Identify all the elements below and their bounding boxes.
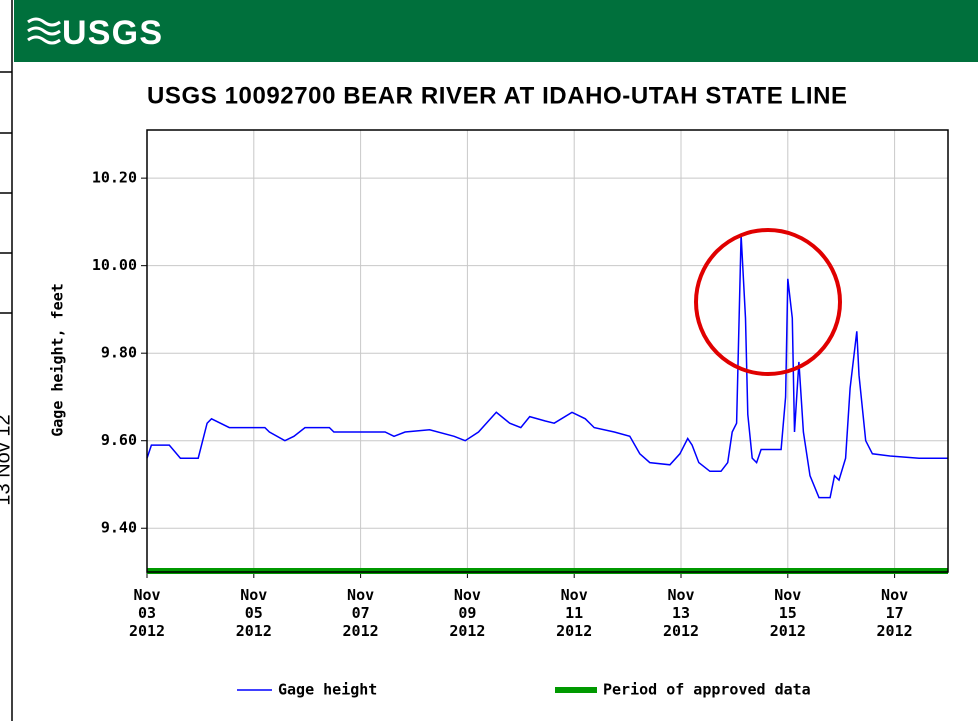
- x-tick-label: Nov 13 2012: [663, 586, 699, 640]
- x-tick-label: Nov 15 2012: [770, 586, 806, 640]
- x-tick-label-line: 09: [458, 604, 476, 622]
- x-tick-label: Nov 05 2012: [236, 586, 272, 640]
- data-line: [146, 234, 948, 499]
- y-tick-label: 9.80: [101, 344, 137, 362]
- x-tick-label-line: 2012: [343, 622, 379, 640]
- x-tick-label-line: Nov: [774, 586, 801, 604]
- highlight-circle: [694, 228, 842, 376]
- logo: USGS: [62, 14, 162, 52]
- x-tick-label: Nov 03 2012: [129, 586, 165, 640]
- legend-label: Period of approved data: [603, 681, 811, 699]
- x-tick-label-line: 07: [352, 604, 370, 622]
- x-tick-label-line: 2012: [877, 622, 913, 640]
- side-strip: [0, 0, 13, 721]
- x-tick-label-line: 2012: [556, 622, 592, 640]
- side-text: 13 Nov 12: [0, 414, 14, 505]
- x-tick-label-line: Nov: [667, 586, 694, 604]
- x-tick-label-line: Nov: [133, 586, 160, 604]
- y-axis-label: Gage height, feet: [49, 283, 67, 437]
- plot-area: [147, 130, 948, 572]
- x-tick-label-line: Nov: [561, 586, 588, 604]
- x-tick-label-line: Nov: [454, 586, 481, 604]
- x-tick-label-line: 03: [138, 604, 156, 622]
- x-tick-label-line: Nov: [240, 586, 267, 604]
- x-tick-label-line: 13: [672, 604, 690, 622]
- logo-waves: [27, 17, 61, 45]
- x-tick-label-line: 2012: [449, 622, 485, 640]
- y-tick-label: 10.00: [92, 256, 137, 274]
- x-tick-label-line: 05: [245, 604, 263, 622]
- approved-period: [147, 568, 948, 574]
- x-tick-label: Nov 07 2012: [343, 586, 379, 640]
- y-tick-label: 9.60: [101, 431, 137, 449]
- x-tick-label-line: 2012: [663, 622, 699, 640]
- banner: [14, 0, 978, 62]
- plot-border: [146, 129, 949, 573]
- x-tick-label-line: 2012: [129, 622, 165, 640]
- x-tick-label-line: Nov: [881, 586, 908, 604]
- legend-label: Gage height: [278, 681, 377, 699]
- y-tick-label: 10.20: [92, 169, 137, 187]
- x-tick-label-line: 2012: [770, 622, 806, 640]
- x-tick-label-line: Nov: [347, 586, 374, 604]
- x-tick-label-line: 2012: [236, 622, 272, 640]
- x-tick-label: Nov 09 2012: [449, 586, 485, 640]
- x-tick-label-line: 17: [886, 604, 904, 622]
- x-tick-label: Nov 11 2012: [556, 586, 592, 640]
- x-tick-label-line: 15: [779, 604, 797, 622]
- chart-title: USGS 10092700 BEAR RIVER AT IDAHO-UTAH S…: [147, 82, 847, 109]
- y-tick-label: 9.40: [101, 519, 137, 537]
- x-tick-label-line: 11: [565, 604, 583, 622]
- x-tick-label: Nov 17 2012: [877, 586, 913, 640]
